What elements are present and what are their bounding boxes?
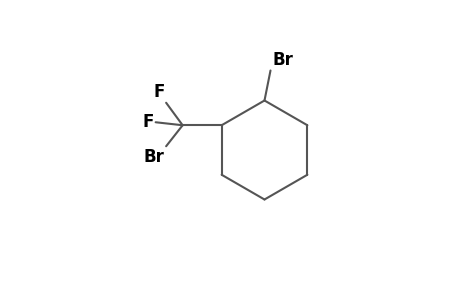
Text: Br: Br [271,51,292,69]
Text: Br: Br [144,148,164,166]
Text: F: F [142,113,154,131]
Text: F: F [153,83,164,101]
